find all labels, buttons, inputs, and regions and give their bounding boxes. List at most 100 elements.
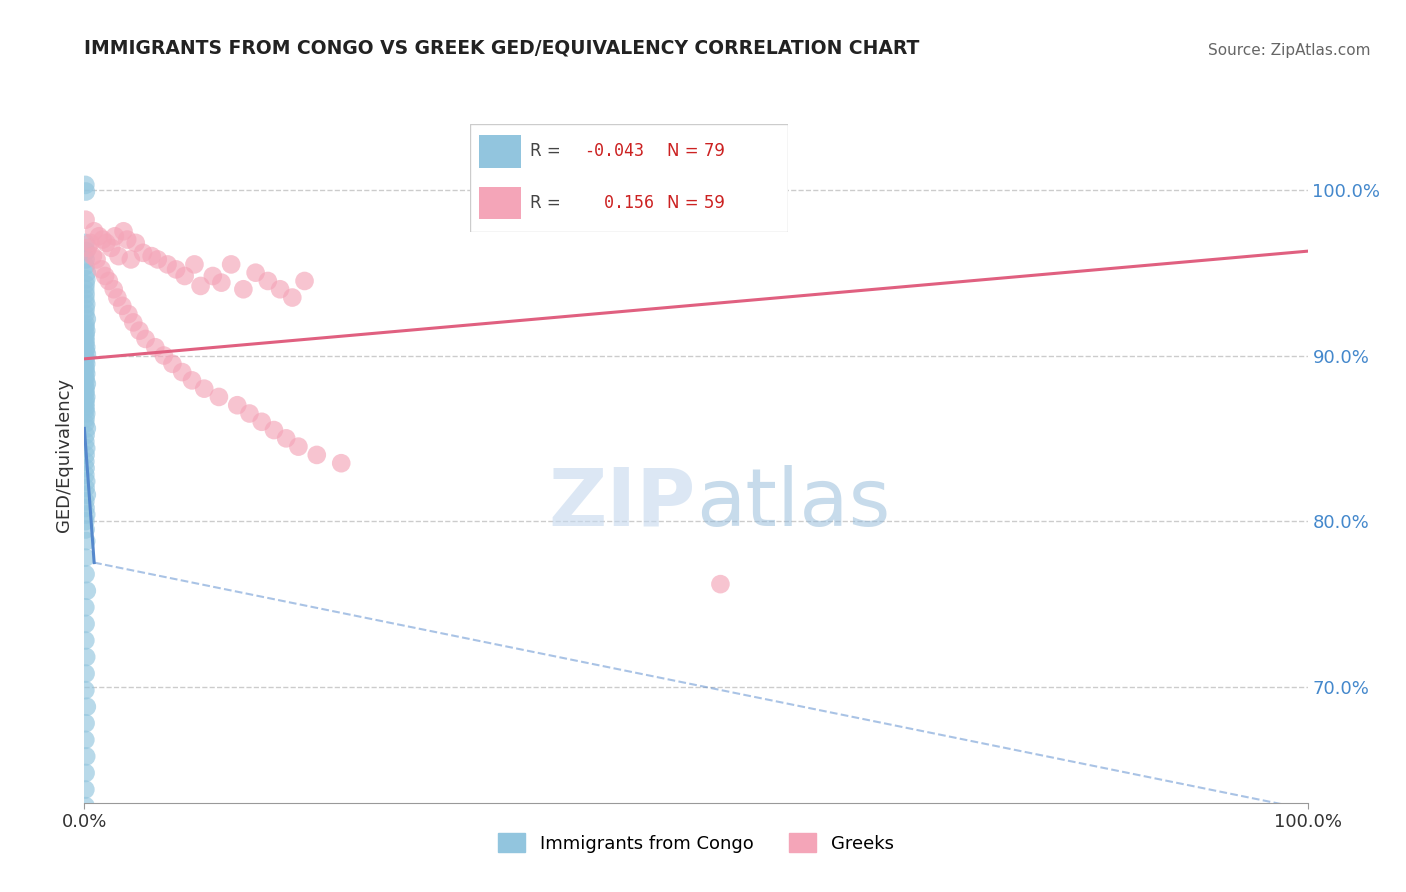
- Point: [75, 514, 97, 528]
- Point: [75, 749, 97, 764]
- Point: [96, 235, 118, 250]
- Point: [117, 307, 139, 321]
- Point: [90, 262, 112, 277]
- Point: [75, 363, 97, 377]
- Point: [75, 467, 97, 482]
- Point: [75, 396, 97, 410]
- Text: IMMIGRANTS FROM CONGO VS GREEK GED/EQUIVALENCY CORRELATION CHART: IMMIGRANTS FROM CONGO VS GREEK GED/EQUIV…: [84, 39, 920, 58]
- Point: [75, 380, 97, 394]
- Point: [709, 577, 731, 591]
- Point: [75, 373, 97, 387]
- Point: [75, 252, 97, 267]
- Point: [75, 448, 97, 462]
- Point: [219, 257, 242, 271]
- Point: [91, 233, 114, 247]
- Point: [75, 178, 97, 192]
- Point: [75, 799, 97, 814]
- Point: [112, 224, 135, 238]
- Text: Source: ZipAtlas.com: Source: ZipAtlas.com: [1208, 43, 1371, 58]
- Point: [226, 398, 249, 412]
- Point: [83, 224, 105, 238]
- Point: [257, 274, 280, 288]
- Point: [125, 235, 148, 250]
- Point: [75, 683, 97, 698]
- Point: [75, 302, 97, 317]
- Point: [122, 315, 145, 329]
- Point: [208, 390, 231, 404]
- Point: [330, 456, 353, 470]
- Text: -0.043: -0.043: [583, 143, 644, 161]
- Point: [76, 583, 98, 598]
- Point: [75, 330, 97, 344]
- Point: [209, 276, 232, 290]
- Point: [75, 600, 97, 615]
- Point: [76, 312, 98, 326]
- Text: R =: R =: [530, 143, 561, 161]
- Point: [100, 241, 122, 255]
- Point: [75, 716, 97, 731]
- Point: [75, 277, 97, 292]
- Point: [75, 212, 97, 227]
- Point: [143, 340, 166, 354]
- Bar: [479, 136, 520, 168]
- Point: [75, 461, 97, 475]
- Point: [75, 411, 97, 425]
- Point: [287, 440, 309, 454]
- Point: [75, 442, 97, 456]
- Point: [162, 357, 184, 371]
- Point: [183, 257, 205, 271]
- Point: [75, 307, 97, 321]
- Point: [75, 390, 97, 404]
- Point: [75, 360, 97, 375]
- Point: [120, 252, 142, 267]
- Point: [135, 332, 157, 346]
- Point: [276, 431, 298, 445]
- Point: [75, 235, 97, 250]
- Point: [75, 326, 97, 341]
- Point: [75, 666, 97, 681]
- Point: [75, 340, 97, 354]
- Point: [86, 252, 108, 267]
- Point: [245, 266, 267, 280]
- Point: [75, 317, 97, 331]
- Point: [75, 259, 97, 273]
- Point: [75, 500, 97, 515]
- Point: [77, 241, 100, 255]
- Point: [75, 550, 97, 565]
- Point: [104, 229, 127, 244]
- Point: [190, 279, 212, 293]
- Point: [75, 494, 97, 508]
- Point: [76, 488, 98, 502]
- Text: ZIP: ZIP: [548, 465, 696, 542]
- Text: 0.156: 0.156: [583, 194, 654, 212]
- Point: [105, 291, 128, 305]
- Bar: [479, 187, 520, 219]
- Text: N = 79: N = 79: [666, 143, 724, 161]
- Point: [146, 252, 169, 267]
- Point: [250, 415, 273, 429]
- Point: [172, 365, 194, 379]
- Point: [79, 235, 101, 250]
- Point: [156, 257, 179, 271]
- Point: [75, 400, 97, 414]
- Point: [76, 421, 98, 435]
- Point: [75, 650, 97, 665]
- Point: [153, 349, 176, 363]
- Point: [87, 229, 110, 244]
- Point: [238, 407, 260, 421]
- Point: [75, 434, 97, 449]
- Point: [75, 287, 97, 301]
- Point: [75, 766, 97, 780]
- Point: [181, 373, 204, 387]
- Point: [75, 320, 97, 334]
- Point: [75, 185, 97, 199]
- Point: [75, 370, 97, 384]
- Point: [75, 350, 97, 364]
- Text: atlas: atlas: [696, 465, 890, 542]
- Text: R =: R =: [530, 194, 561, 212]
- Point: [97, 274, 120, 288]
- Point: [75, 567, 97, 582]
- Point: [75, 384, 97, 398]
- Point: [75, 417, 97, 431]
- Point: [75, 297, 97, 311]
